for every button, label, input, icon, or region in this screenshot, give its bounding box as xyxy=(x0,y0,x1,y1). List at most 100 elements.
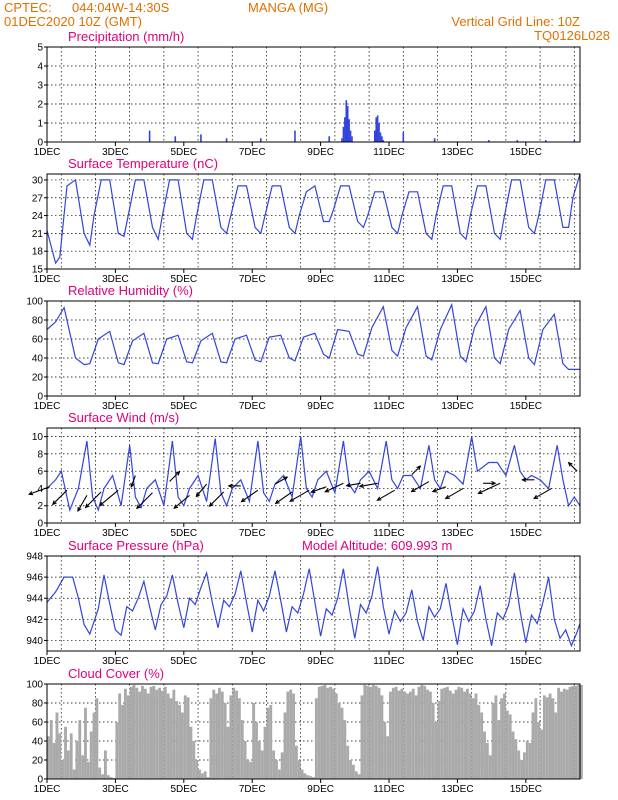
y-tick-label: 6 xyxy=(37,467,43,478)
cloud-bar xyxy=(485,742,489,779)
cloud-bar xyxy=(75,741,79,779)
cloud-bar xyxy=(451,693,455,779)
wind-arrow xyxy=(240,489,259,503)
cloud-bar xyxy=(297,760,301,779)
cloud-bar xyxy=(346,745,350,779)
x-tick-label: 11DEC xyxy=(373,401,405,412)
cloud-bar xyxy=(531,712,535,779)
x-tick-label: 5DEC xyxy=(170,147,197,158)
x-tick-label: 7DEC xyxy=(239,656,266,667)
cloud-bar xyxy=(235,690,238,779)
cloud-bar xyxy=(218,687,221,779)
y-tick-label: 27 xyxy=(32,193,44,204)
x-tick-label: 7DEC xyxy=(239,528,266,539)
cloud-bar xyxy=(354,771,358,779)
x-tick-label: 1DEC xyxy=(34,401,61,412)
y-tick-label: 40 xyxy=(32,737,44,748)
y-tick-label: 0 xyxy=(37,519,43,530)
cloud-bar xyxy=(206,777,210,779)
temperature-title: Surface Temperature (nC) xyxy=(68,156,218,171)
cloud-bar xyxy=(175,701,179,779)
header-grid-line: Vertical Grid Line: 10Z xyxy=(451,14,580,29)
cloud-bar xyxy=(163,686,167,779)
wind-arrow xyxy=(358,482,378,489)
cloud-bar xyxy=(272,750,276,779)
cloud-bar xyxy=(226,726,230,779)
precip-bar xyxy=(378,123,380,142)
cloud-bar xyxy=(528,742,532,779)
cloud-bar xyxy=(400,688,404,779)
cloud-bar xyxy=(565,689,569,779)
precip-bar xyxy=(379,132,382,142)
y-tick-label: 0 xyxy=(37,392,43,403)
cloud-bar xyxy=(121,704,124,779)
panel-temperature: 15 18 21 24 27 30 1DEC 3DEC 5DEC 7DEC 9DEC 11DEC 13D… xyxy=(32,156,581,285)
precip-bar xyxy=(349,130,352,142)
wind-title: Surface Wind (m/s) xyxy=(68,410,179,425)
cloud-bar xyxy=(420,684,424,779)
cloud-bar xyxy=(474,693,478,779)
cloud-bar xyxy=(468,693,472,779)
cloud-bar xyxy=(411,688,415,779)
cloud-bar xyxy=(189,726,193,779)
y-tick-label: 948 xyxy=(26,552,43,563)
cloud-bar xyxy=(64,726,67,779)
cloud-bar xyxy=(503,693,506,779)
cloud-bar xyxy=(183,695,187,779)
cloud-bar xyxy=(123,688,127,779)
cloud-bar xyxy=(540,729,543,779)
cloud-bar xyxy=(548,693,552,779)
cloud-bar xyxy=(525,741,529,779)
precip-bar xyxy=(200,134,202,142)
x-tick-label: 5DEC xyxy=(170,656,197,667)
y-tick-label: 2 xyxy=(37,501,43,512)
cloud-bar xyxy=(55,712,59,779)
cloud-bar xyxy=(143,688,147,779)
cloud-bar xyxy=(280,752,284,779)
x-tick-label: 5DEC xyxy=(170,784,197,795)
y-tick-label: 8 xyxy=(37,449,43,460)
y-tick-label: 60 xyxy=(32,718,44,729)
x-tick-label: 7DEC xyxy=(239,784,266,795)
cloud-bar xyxy=(306,775,310,779)
cloud-bar xyxy=(195,760,199,779)
wind-arrow xyxy=(444,487,464,500)
cloud-bar xyxy=(448,690,452,779)
x-tick-label: 11DEC xyxy=(373,784,405,795)
y-tick-label: 21 xyxy=(32,229,44,240)
cloud-bar xyxy=(426,689,429,779)
cloud-bar xyxy=(212,689,216,779)
cloud-bar xyxy=(568,686,572,779)
cloud-bar xyxy=(471,698,475,779)
cloud-bar xyxy=(255,722,258,779)
wind-arrow xyxy=(477,482,501,495)
cloud-bar xyxy=(554,712,558,779)
cloud-bar xyxy=(571,685,575,779)
x-tick-label: 13DEC xyxy=(441,656,473,667)
x-tick-label: 9DEC xyxy=(307,656,334,667)
cloud-bar xyxy=(334,693,338,779)
cloud-bar xyxy=(545,697,549,779)
cloud-bar xyxy=(92,712,96,779)
cloud-bar xyxy=(437,701,441,779)
y-tick-label: 4 xyxy=(37,484,43,495)
pressure-line xyxy=(46,566,581,648)
cloud-bar xyxy=(408,691,412,779)
cloud-bar xyxy=(309,776,313,779)
cloud-bar xyxy=(47,736,50,779)
y-tick-label: 40 xyxy=(32,354,44,365)
x-tick-label: 11DEC xyxy=(373,147,405,158)
x-tick-label: 3DEC xyxy=(102,274,129,285)
cloud-bar xyxy=(483,731,486,779)
wind-arrow xyxy=(274,491,293,505)
cloud-bar xyxy=(349,760,352,779)
wind-arrow xyxy=(98,489,119,507)
x-tick-label: 7DEC xyxy=(239,147,266,158)
cloud-bar xyxy=(562,688,566,779)
wind-arrow xyxy=(77,495,88,513)
cloud-bar xyxy=(52,742,56,779)
x-tick-label: 15DEC xyxy=(510,784,542,795)
cloud-bar xyxy=(192,741,196,779)
wind-arrow xyxy=(345,482,361,488)
panel-humidity: 0 20 40 60 80 100 1DEC 3DEC 5DEC 7DEC 9DEC 11DEC 13D… xyxy=(26,283,581,412)
